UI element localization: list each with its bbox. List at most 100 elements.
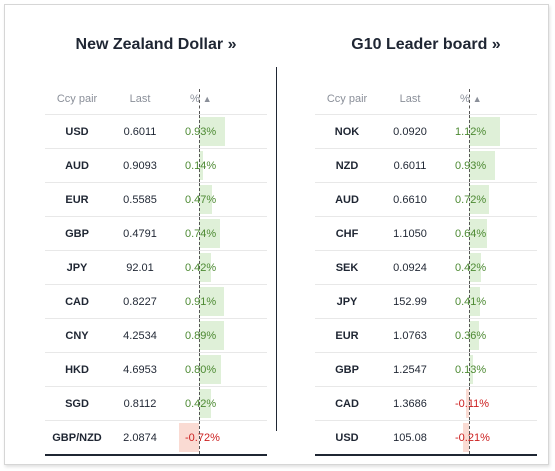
table-row[interactable]: SEK 0.0924 0.42% [315, 250, 537, 284]
header-ccy-pair[interactable]: Ccy pair [56, 92, 98, 105]
table-row[interactable]: NOK 0.0920 1.12% [315, 114, 537, 148]
cell-pct-change: 0.72% [441, 183, 537, 216]
cell-pct-change: -0.11% [441, 387, 537, 420]
positive-change-bar [469, 117, 501, 146]
zero-line [469, 89, 470, 114]
cell-pct-change: 0.13% [441, 353, 537, 386]
cell-ccy-pair: JPY [336, 295, 358, 308]
pct-change-value: 0.36% [455, 329, 487, 342]
cell-pct-change: 0.74% [171, 217, 267, 250]
cell-ccy-pair: AUD [335, 193, 359, 206]
zero-line [199, 353, 200, 386]
positive-change-bar [199, 389, 211, 418]
positive-change-bar [469, 185, 490, 214]
zero-line [199, 421, 200, 454]
table-row[interactable]: HKD 4.6953 0.80% [45, 352, 267, 386]
pct-change-value: -0.72% [185, 431, 220, 444]
table-row[interactable]: USD 0.6011 0.93% [45, 114, 267, 148]
cell-pct-change: 0.42% [171, 251, 267, 284]
table-row[interactable]: AUD 0.9093 0.14% [45, 148, 267, 182]
positive-change-bar [199, 355, 222, 384]
cell-last: 0.4791 [123, 227, 157, 240]
zero-line [199, 319, 200, 352]
cell-pct-change: 0.93% [441, 149, 537, 182]
negative-change-bar [178, 423, 199, 452]
cell-last: 4.6953 [123, 363, 157, 376]
positive-change-bar [199, 117, 226, 146]
positive-change-bar [199, 219, 220, 248]
header-last[interactable]: Last [399, 92, 421, 105]
cell-pct-change: 0.80% [171, 353, 267, 386]
cell-pct-change: 0.42% [171, 387, 267, 420]
table-row[interactable]: CAD 0.8227 0.91% [45, 284, 267, 318]
table-row[interactable]: CNY 4.2534 0.89% [45, 318, 267, 352]
cell-last: 1.3686 [393, 397, 427, 410]
zero-line [199, 251, 200, 284]
positive-change-bar [469, 287, 481, 316]
zero-line [199, 183, 200, 216]
cell-ccy-pair: GBP [335, 363, 359, 376]
positive-change-bar [469, 219, 487, 248]
header-pct[interactable]: % ▲ [441, 83, 537, 114]
header-ccy-pair[interactable]: Ccy pair [326, 92, 368, 105]
panel-title-link[interactable]: G10 Leader board » [351, 36, 501, 53]
positive-change-bar [199, 321, 224, 350]
cell-ccy-pair: USD [335, 431, 359, 444]
cell-pct-change: 0.64% [441, 217, 537, 250]
pct-change-value: 0.42% [185, 397, 217, 410]
cell-last: 2.0874 [123, 431, 157, 444]
table-row[interactable]: GBP/NZD 2.0874 -0.72% [45, 420, 267, 456]
cell-pct-change: 0.91% [171, 285, 267, 318]
pct-change-value: 0.14% [185, 159, 217, 172]
cell-pct-change: 0.93% [171, 115, 267, 148]
zero-line [469, 421, 470, 454]
table-row[interactable]: JPY 152.99 0.41% [315, 284, 537, 318]
table-row[interactable]: EUR 1.0763 0.36% [315, 318, 537, 352]
negative-change-bar [463, 423, 469, 452]
pct-change-value: 0.41% [455, 295, 487, 308]
table-row[interactable]: GBP 0.4791 0.74% [45, 216, 267, 250]
cell-last: 1.2547 [393, 363, 427, 376]
table-row[interactable]: JPY 92.01 0.42% [45, 250, 267, 284]
zero-line [469, 149, 470, 182]
positive-change-bar [469, 253, 481, 282]
sort-asc-triangle-icon: ▲ [472, 93, 482, 104]
cell-ccy-pair: NOK [334, 125, 360, 138]
table-row[interactable]: CAD 1.3686 -0.11% [315, 386, 537, 420]
table-row[interactable]: CHF 1.1050 0.64% [315, 216, 537, 250]
cell-ccy-pair: HKD [65, 363, 89, 376]
cell-last: 0.6011 [123, 125, 157, 138]
pct-change-value: 0.42% [185, 261, 217, 274]
cell-last: 105.08 [393, 431, 427, 444]
pct-change-value: 0.42% [455, 261, 487, 274]
table-row[interactable]: USD 105.08 -0.21% [315, 420, 537, 456]
header-last[interactable]: Last [129, 92, 151, 105]
cell-ccy-pair: EUR [65, 193, 89, 206]
negative-change-bar [465, 389, 469, 418]
cell-pct-change: 0.89% [171, 319, 267, 352]
pct-change-value: 0.89% [185, 329, 217, 342]
pct-change-value: 0.93% [185, 125, 217, 138]
table-row[interactable]: AUD 0.6610 0.72% [315, 182, 537, 216]
cell-pct-change: 0.41% [441, 285, 537, 318]
table-row[interactable]: SGD 0.8112 0.42% [45, 386, 267, 420]
zero-line [469, 251, 470, 284]
cell-last: 0.9093 [123, 159, 157, 172]
zero-line [469, 217, 470, 250]
pct-change-value: 0.93% [455, 159, 487, 172]
cell-last: 1.1050 [393, 227, 427, 240]
table-row[interactable]: GBP 1.2547 0.13% [315, 352, 537, 386]
cell-pct-change: -0.21% [441, 421, 537, 454]
pct-change-value: 0.74% [185, 227, 217, 240]
cell-pct-change: -0.72% [171, 421, 267, 454]
cell-ccy-pair: CNY [65, 329, 89, 342]
panel-title-link[interactable]: New Zealand Dollar » [75, 36, 237, 53]
table-row[interactable]: NZD 0.6011 0.93% [315, 148, 537, 182]
positive-change-bar [199, 151, 203, 180]
cell-ccy-pair: SGD [65, 397, 89, 410]
table-header: Ccy pair Last % ▲ [315, 83, 537, 114]
cell-last: 0.6610 [393, 193, 427, 206]
cell-ccy-pair: SEK [335, 261, 359, 274]
table-row[interactable]: EUR 0.5585 0.47% [45, 182, 267, 216]
header-pct[interactable]: % ▲ [171, 83, 267, 114]
